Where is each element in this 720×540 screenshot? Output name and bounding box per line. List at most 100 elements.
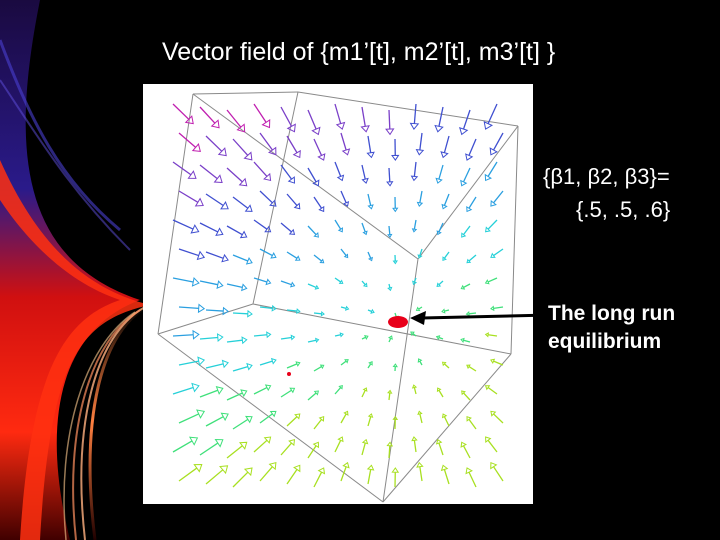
vector-arrow-shaft bbox=[334, 277, 342, 283]
vector-arrow-shaft bbox=[172, 440, 193, 453]
vector-arrow-head bbox=[241, 336, 248, 345]
vector-arrow-head bbox=[391, 467, 400, 473]
vector-arrow-shaft bbox=[413, 387, 417, 395]
vector-arrow-head bbox=[416, 201, 424, 207]
vector-arrow-shaft bbox=[493, 466, 504, 482]
vector-arrow-head bbox=[319, 258, 325, 264]
vector-arrow-shaft bbox=[205, 135, 223, 152]
vector-arrow-shaft bbox=[253, 277, 268, 283]
vector-arrow-shaft bbox=[388, 167, 391, 182]
vector-arrow-head bbox=[417, 410, 423, 416]
vector-arrow-head bbox=[268, 462, 277, 471]
vector-arrow-head bbox=[288, 439, 296, 447]
vector-arrow-shaft bbox=[232, 365, 249, 372]
vector-arrow-shaft bbox=[438, 106, 444, 127]
vector-arrow-shaft bbox=[280, 389, 292, 398]
vector-arrow-head bbox=[411, 384, 418, 389]
vector-arrow-head bbox=[264, 225, 272, 233]
vector-arrow-shaft bbox=[205, 469, 224, 485]
vector-arrow-shaft bbox=[280, 106, 293, 127]
pointer-arrow bbox=[410, 311, 551, 325]
vector-arrow-shaft bbox=[307, 225, 317, 236]
vector-arrow-head bbox=[263, 436, 272, 444]
vector-arrow-shaft bbox=[419, 132, 423, 151]
vector-arrow-head bbox=[222, 306, 229, 316]
vector-arrow-head bbox=[265, 278, 272, 286]
vector-arrow-shaft bbox=[462, 109, 471, 130]
decorative-swoosh bbox=[0, 0, 160, 540]
vector-arrow-shaft bbox=[205, 193, 224, 207]
vector-arrow-head bbox=[490, 305, 495, 312]
vector-arrow-shaft bbox=[199, 106, 216, 124]
vector-arrow-shaft bbox=[307, 392, 317, 401]
vector-arrow-head bbox=[342, 461, 350, 469]
vector-arrow-shaft bbox=[468, 254, 477, 262]
vector-arrow-head bbox=[441, 203, 448, 210]
vector-arrow-shaft bbox=[367, 469, 372, 485]
vector-arrow-head bbox=[318, 415, 325, 422]
vector-arrow-shaft bbox=[307, 339, 317, 343]
vector-arrow-shaft bbox=[419, 248, 423, 256]
vector-arrow-head bbox=[287, 176, 295, 184]
vector-arrow-head bbox=[490, 358, 496, 365]
vector-arrow-head bbox=[409, 122, 420, 130]
vector-arrow-shaft bbox=[443, 416, 450, 427]
vector-arrow-shaft bbox=[443, 469, 450, 485]
vector-arrow-head bbox=[217, 147, 227, 157]
vector-arrow-head bbox=[484, 173, 492, 182]
vector-arrow-shaft bbox=[419, 360, 423, 366]
vector-arrow-shaft bbox=[172, 161, 192, 176]
vector-arrow-head bbox=[368, 256, 373, 262]
vector-arrow-shaft bbox=[361, 106, 366, 127]
vector-arrow-shaft bbox=[259, 190, 273, 204]
vector-arrow-head bbox=[417, 358, 423, 363]
vector-arrow-head bbox=[415, 306, 421, 312]
vector-arrow-head bbox=[483, 121, 494, 130]
vector-arrow-shaft bbox=[199, 222, 219, 233]
vector-arrow-head bbox=[221, 359, 229, 369]
vector-arrow-shaft bbox=[280, 442, 293, 456]
vector-arrow-shaft bbox=[205, 309, 224, 312]
vector-arrow-head bbox=[417, 254, 423, 259]
vector-arrow-head bbox=[337, 227, 344, 233]
vector-arrow-head bbox=[190, 224, 200, 234]
vector-arrow-shaft bbox=[226, 392, 243, 401]
vector-arrow-head bbox=[220, 412, 229, 422]
vector-arrow-head bbox=[196, 409, 206, 419]
vector-arrow-head bbox=[290, 281, 296, 288]
vector-arrow-head bbox=[246, 362, 253, 371]
vector-arrow-shaft bbox=[367, 363, 372, 369]
vector-arrow-head bbox=[366, 464, 375, 471]
vector-arrow-head bbox=[436, 230, 442, 236]
vector-arrow-shaft bbox=[419, 466, 423, 482]
vector-arrow-head bbox=[364, 335, 369, 340]
vector-arrow-shaft bbox=[413, 219, 417, 230]
vector-arrow-head bbox=[387, 233, 393, 238]
vector-arrow-head bbox=[386, 441, 394, 447]
vector-arrow-shaft bbox=[413, 277, 417, 283]
vector-arrow-shaft bbox=[286, 193, 298, 206]
vector-arrow-head bbox=[362, 230, 368, 236]
vector-arrow-shaft bbox=[232, 312, 248, 315]
vector-arrow-head bbox=[338, 279, 344, 284]
vector-arrow-shaft bbox=[178, 360, 199, 366]
vector-arrow-shaft bbox=[226, 339, 243, 343]
vector-arrow-shaft bbox=[259, 413, 273, 424]
vector-arrow-head bbox=[442, 256, 447, 262]
vector-arrow-shaft bbox=[340, 190, 347, 204]
vector-arrow-shaft bbox=[313, 196, 323, 209]
vector-arrow-shaft bbox=[367, 251, 372, 259]
vector-arrow-shaft bbox=[468, 366, 477, 372]
vector-arrow-shaft bbox=[334, 334, 341, 337]
vector-arrow-head bbox=[460, 337, 465, 343]
vector-arrow-head bbox=[435, 177, 443, 184]
vector-arrow-shaft bbox=[443, 363, 450, 369]
vector-arrow-head bbox=[188, 436, 199, 446]
vector-arrow-shaft bbox=[419, 190, 423, 203]
vector-arrow-head bbox=[368, 361, 373, 366]
vector-arrow-head bbox=[239, 441, 248, 450]
vector-arrow-head bbox=[317, 153, 326, 161]
vector-arrow-head bbox=[238, 177, 248, 187]
vector-arrow-shaft bbox=[438, 389, 444, 398]
vector-arrow-head bbox=[239, 230, 248, 239]
